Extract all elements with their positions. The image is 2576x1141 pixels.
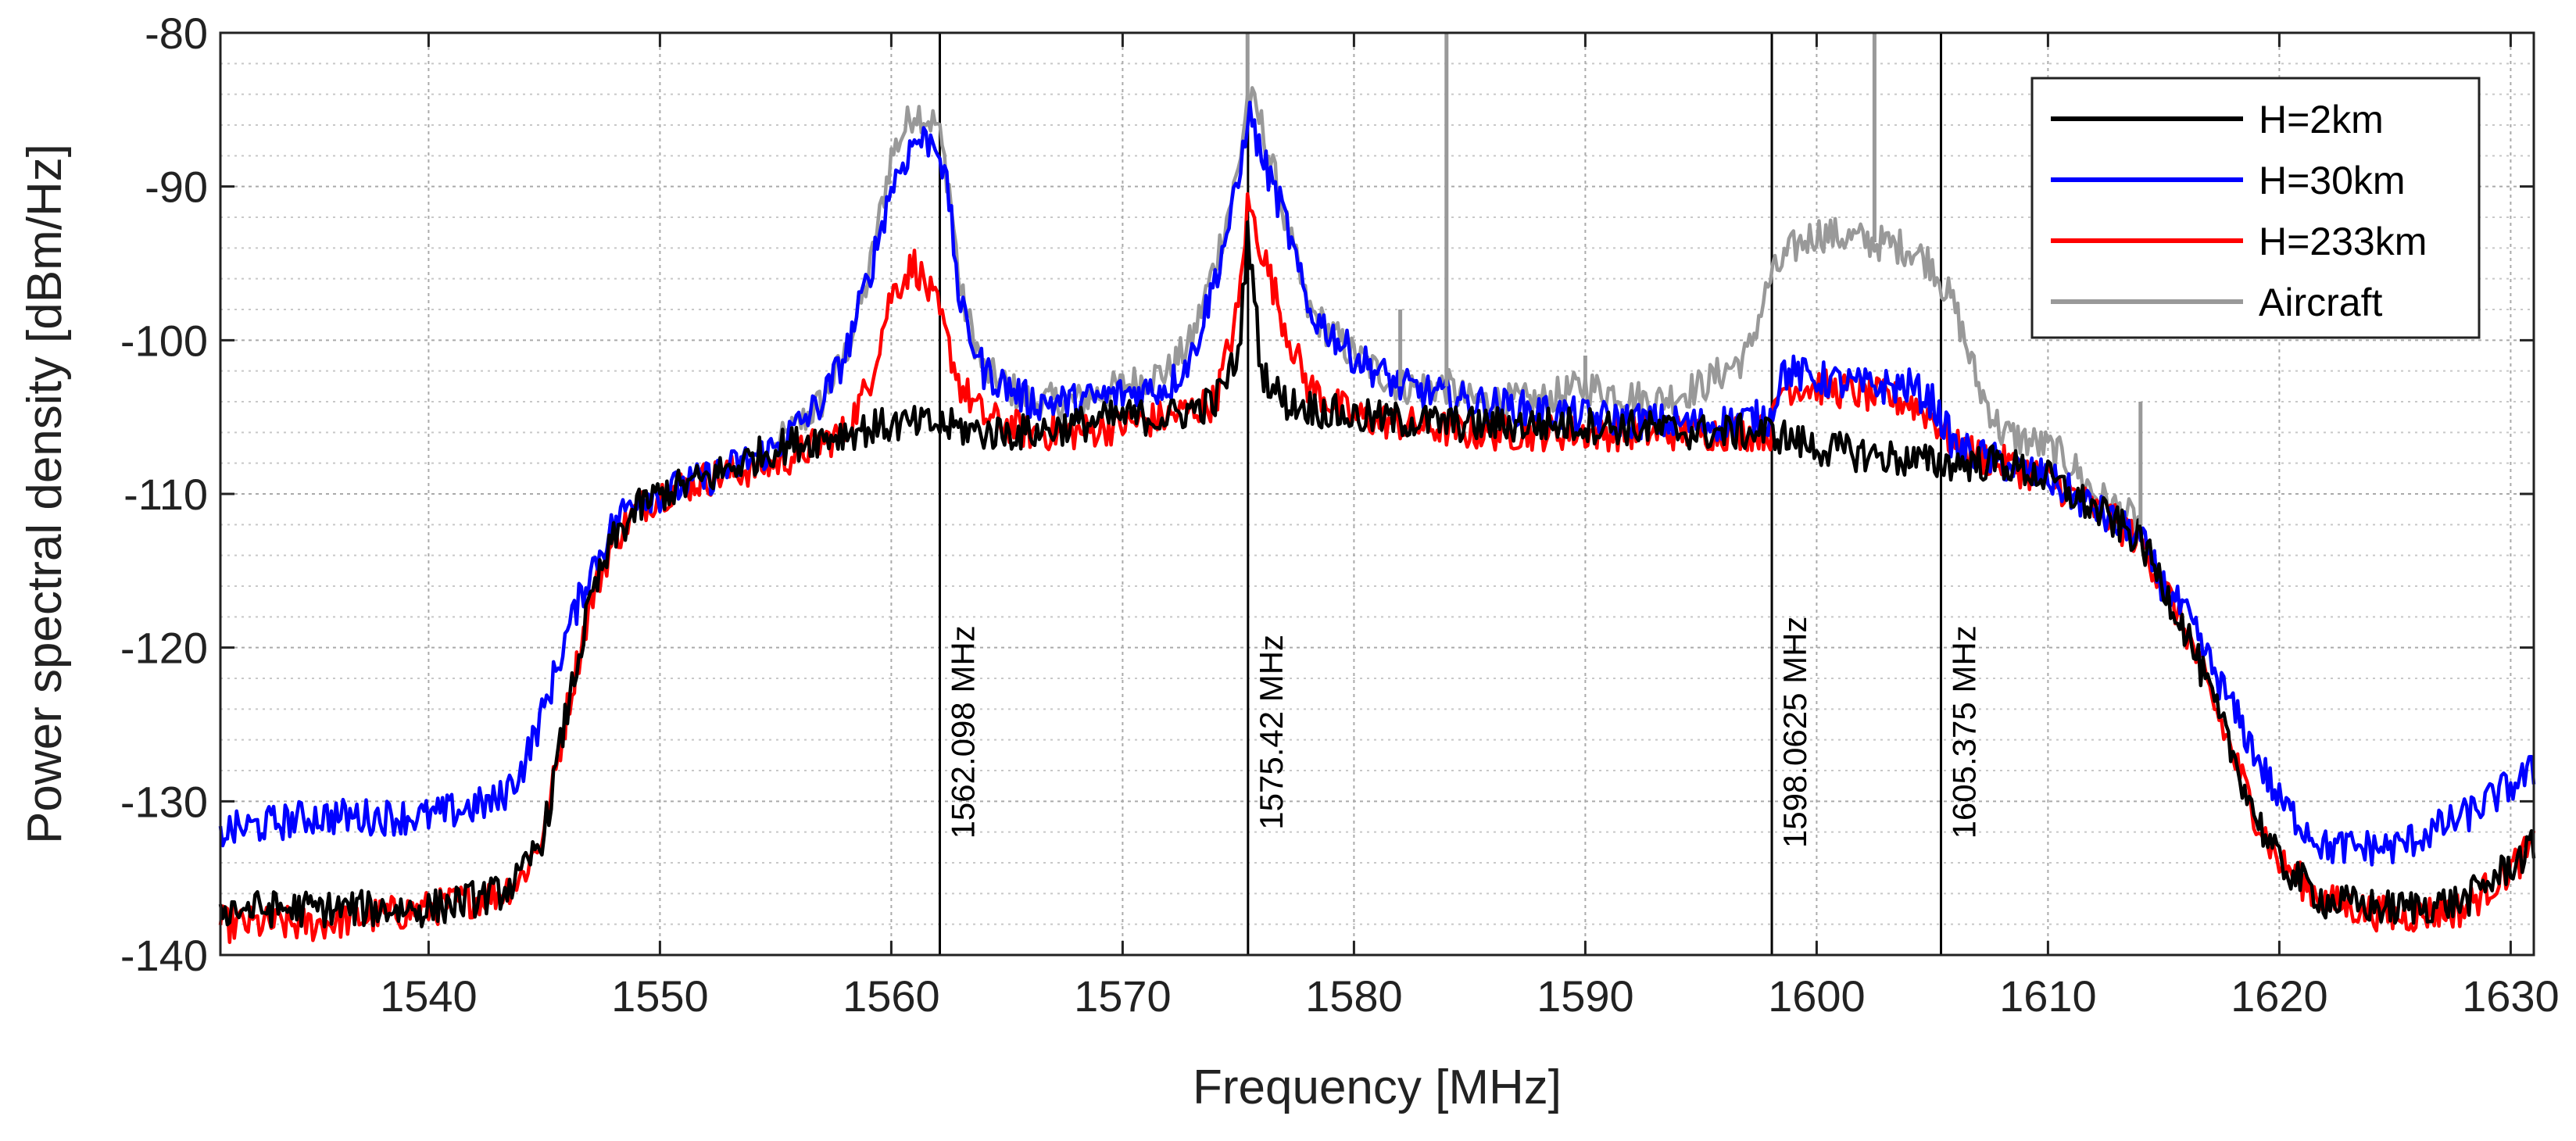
y-tick-label: -90 xyxy=(145,163,208,212)
legend-label: H=30km xyxy=(2259,159,2406,202)
y-tick-label: -120 xyxy=(120,624,208,673)
marker-label: 1562.098 MHz xyxy=(945,625,982,839)
marker-label: 1598.0625 MHz xyxy=(1776,617,1813,849)
y-tick-label: -100 xyxy=(120,316,208,365)
y-tick-label: -80 xyxy=(145,9,208,58)
legend-label: H=2km xyxy=(2259,98,2384,141)
x-axis-title: Frequency [MHz] xyxy=(1193,1061,1562,1114)
x-tick-label: 1630 xyxy=(2462,971,2560,1021)
x-tick-label: 1570 xyxy=(1074,971,1172,1021)
y-axis-title: Power spectral density [dBm/Hz] xyxy=(18,144,72,844)
series-lines xyxy=(218,33,2536,944)
marker-label: 1605.375 MHz xyxy=(1946,625,1983,839)
x-tick-label: 1590 xyxy=(1537,971,1634,1021)
y-tick-label: -130 xyxy=(120,777,208,826)
legend-label: Aircraft xyxy=(2259,281,2382,324)
y-tick-label: -140 xyxy=(120,931,208,980)
x-ticks: 1540 1550 1560 1570 1580 1590 1600 1610 1620 1630 xyxy=(380,33,2560,1021)
x-tick-label: 1580 xyxy=(1305,971,1403,1021)
major-gridlines xyxy=(220,33,2534,955)
series-line-h-2km xyxy=(218,220,2536,929)
x-tick-label: 1560 xyxy=(843,971,940,1021)
x-tick-label: 1600 xyxy=(1768,971,1866,1021)
x-tick-label: 1550 xyxy=(611,971,709,1021)
legend: H=2km H=30km H=233km Aircraft xyxy=(2030,77,2481,339)
frequency-markers: 1562.098 MHz 1575.42 MHz 1598.0625 MHz 1605… xyxy=(939,33,1983,955)
y-tick-label: -110 xyxy=(123,470,208,519)
x-tick-label: 1610 xyxy=(1999,971,2097,1021)
y-ticks: -140 -130 -120 -110 -100 -90 -80 xyxy=(120,9,2534,980)
legend-label: H=233km xyxy=(2259,220,2427,263)
x-tick-label: 1620 xyxy=(2231,971,2328,1021)
x-tick-label: 1540 xyxy=(380,971,478,1021)
marker-label: 1575.42 MHz xyxy=(1253,635,1290,830)
legend-box xyxy=(2030,77,2481,339)
